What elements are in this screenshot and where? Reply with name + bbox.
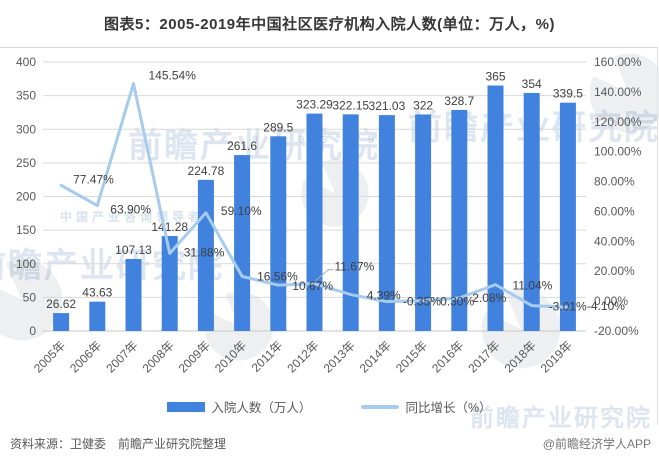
growth-value-label: -3.01% — [549, 300, 587, 314]
right-axis-tick: 60.00% — [594, 204, 635, 218]
x-axis-tick: 2006年 — [67, 338, 104, 375]
right-axis-tick: 140.00% — [594, 85, 642, 99]
growth-value-label: 145.54% — [149, 69, 197, 83]
bar-value-label: 354 — [522, 77, 542, 91]
label-leader-line — [315, 269, 334, 282]
bar-value-label: 141.28 — [151, 220, 188, 234]
growth-value-label: 16.56% — [257, 269, 298, 283]
bar-value-label: 323.29 — [296, 98, 333, 112]
right-axis-tick: -20.00% — [594, 324, 639, 338]
legend-label-growth: 同比增长（%） — [405, 401, 492, 415]
bar-value-label: 322.15 — [332, 98, 369, 112]
bar-2008年 — [161, 235, 178, 331]
growth-value-label: 2.08% — [472, 291, 506, 305]
bar-value-label: 321.03 — [369, 99, 406, 113]
x-axis-tick: 2008年 — [140, 338, 177, 375]
bar-2005年 — [53, 313, 70, 331]
bar-value-label: 26.62 — [46, 297, 76, 311]
x-axis-tick: 2009年 — [176, 338, 213, 375]
left-axis-tick: 50 — [23, 290, 37, 304]
right-axis-tick: 20.00% — [594, 264, 635, 278]
bar-value-label: 328.7 — [444, 94, 474, 108]
credit-note: @前瞻经济学人APP — [542, 437, 651, 451]
x-axis-tick: 2018年 — [502, 338, 539, 375]
bar-value-label: 224.78 — [188, 164, 225, 178]
bar-value-label: 365 — [485, 70, 505, 84]
growth-value-label: 11.04% — [513, 279, 553, 293]
bar-2007年 — [125, 258, 142, 331]
left-axis-tick: 300 — [16, 122, 36, 136]
x-axis-tick: 2015年 — [393, 338, 430, 375]
growth-value-label: 10.67% — [292, 279, 333, 293]
right-axis-tick: 160.00% — [594, 55, 642, 69]
bar-2006年 — [89, 301, 106, 331]
x-axis-tick: 2013年 — [321, 338, 358, 375]
bar-2014年 — [378, 115, 395, 331]
left-axis-tick: 350 — [16, 89, 36, 103]
bar-series-swatch-icon — [167, 401, 206, 412]
line-series-swatch-icon — [361, 404, 400, 409]
x-axis-tick: 2011年 — [249, 338, 286, 375]
footer: 资料来源：卫健委 前瞻产业研究院整理 @前瞻经济学人APP — [10, 435, 651, 452]
x-axis-tick: 2014年 — [357, 338, 394, 375]
bar-2012年 — [306, 113, 323, 331]
growth-value-label: -0.35% — [403, 295, 441, 309]
x-axis-tick: 2012年 — [284, 338, 321, 375]
left-axis-tick: 250 — [16, 156, 36, 170]
left-axis-tick: 100 — [16, 257, 36, 271]
combo-chart: 0 50 100 150 200 250 300 350 400 -20.00% 0.00% 20.0… — [16, 55, 642, 375]
bar-value-label: 322 — [413, 98, 433, 112]
bar-value-label: 339.5 — [553, 87, 583, 101]
bar-2010年 — [234, 155, 251, 331]
left-axis-tick: 0 — [29, 324, 36, 338]
right-axis-tick: 40.00% — [594, 234, 635, 248]
source-note: 资料来源：卫健委 前瞻产业研究院整理 — [10, 437, 227, 451]
x-axis-tick: 2017年 — [465, 338, 502, 375]
bar-2013年 — [342, 114, 359, 331]
bar-2019年 — [559, 102, 576, 331]
legend-label-admissions: 入院人数（万人） — [211, 401, 312, 415]
legend-item-growth: 同比增长（%） — [361, 397, 492, 416]
chart-title: 图表5：2005-2019年中国社区医疗机构入院人数(单位：万人，%) — [104, 16, 555, 33]
left-axis-tick: 400 — [16, 55, 36, 69]
bar-value-label: 261.6 — [227, 139, 257, 153]
bar-2011年 — [270, 136, 287, 331]
bar-value-label: 43.63 — [82, 286, 112, 300]
bar-2017年 — [487, 85, 504, 331]
x-axis-tick: 2007年 — [103, 338, 140, 375]
right-axis-tick: 100.00% — [594, 145, 642, 159]
bar-2016年 — [451, 109, 468, 331]
left-axis-tick: 150 — [16, 223, 36, 237]
growth-value-label: 63.90% — [110, 203, 151, 217]
x-axis-tick: 2010年 — [212, 338, 249, 375]
right-axis-tick: 120.00% — [594, 115, 642, 129]
x-axis-tick: 2005年 — [31, 338, 68, 375]
growth-value-label: 11.67% — [335, 260, 375, 274]
x-axis-tick: 2019年 — [538, 338, 575, 375]
right-axis-tick: 0.00% — [594, 294, 628, 308]
growth-value-label: 4.39% — [367, 289, 401, 303]
growth-value-label: 59.10% — [221, 204, 262, 218]
bar-value-label: 107.13 — [115, 243, 152, 257]
bar-2018年 — [523, 92, 540, 331]
growth-value-label: 77.47% — [73, 172, 114, 186]
x-axis-tick: 2016年 — [429, 338, 466, 375]
bar-2015年 — [415, 114, 432, 331]
left-axis-tick: 200 — [16, 190, 36, 204]
growth-value-label: 0.30% — [440, 295, 474, 309]
growth-line — [59, 82, 570, 309]
legend: 入院人数（万人） 同比增长（%） — [0, 397, 659, 416]
chart-region: 0 50 100 150 200 250 300 350 400 -20.00% 0.00% 20.0… — [0, 47, 658, 425]
bar-value-label: 289.5 — [263, 120, 293, 134]
legend-item-admissions: 入院人数（万人） — [167, 397, 311, 416]
right-axis-tick: 80.00% — [594, 175, 635, 189]
growth-value-label: 31.88% — [184, 245, 225, 259]
growth-value-label: -4.10% — [587, 299, 625, 313]
